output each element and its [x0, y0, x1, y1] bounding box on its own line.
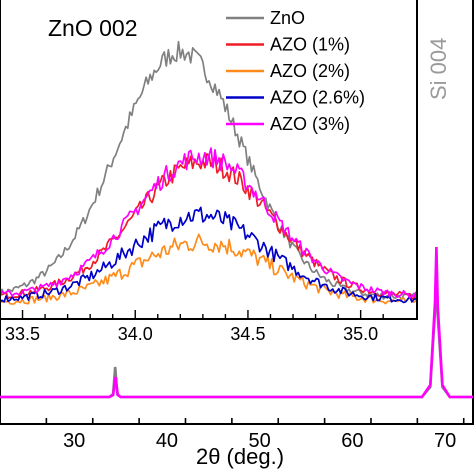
- inset-title: ZnO 002: [48, 15, 138, 41]
- inset-x-tick-label: 34.0: [118, 324, 153, 344]
- legend-label: AZO (1%): [270, 35, 350, 55]
- main-x-axis-label: 2θ (deg.): [196, 444, 284, 469]
- legend-item-azo-2-6: AZO (2.6%): [226, 88, 365, 108]
- inset-x-tick-label: 35.0: [343, 324, 378, 344]
- inset-series-azo-1: [0, 153, 417, 300]
- inset-series-azo-3: [0, 147, 417, 299]
- inset-series-azo-2: [0, 233, 417, 305]
- main-x-tick-label: 70: [434, 430, 456, 452]
- legend-item-zno: ZnO: [226, 8, 305, 28]
- inset-x-axis: 33.5 34.0 34.5 35.0: [5, 310, 384, 344]
- si-004-annotation: Si 004: [426, 38, 451, 100]
- main-x-tick-label: 30: [63, 430, 85, 452]
- legend-label: AZO (3%): [270, 114, 350, 134]
- main-plot-frame: [0, 0, 474, 425]
- legend-label: AZO (2.6%): [270, 88, 365, 108]
- main-x-tick-label: 40: [156, 430, 178, 452]
- main-x-tick-label: 50: [249, 430, 271, 452]
- inset-x-tick-label: 34.5: [230, 324, 265, 344]
- inset-series-group: [0, 40, 417, 305]
- legend-item-azo-1: AZO (1%): [226, 35, 350, 55]
- legend-label: ZnO: [270, 8, 305, 28]
- legend-item-azo-2: AZO (2%): [226, 61, 350, 81]
- legend: ZnO AZO (1%) AZO (2%) AZO (2.6%) AZO (3%): [226, 8, 365, 134]
- inset-x-tick-label: 33.5: [5, 324, 40, 344]
- main-series-group: [0, 246, 473, 399]
- main-series-azo-3: [0, 246, 473, 399]
- inset-plot-frame: [0, 0, 418, 320]
- inset-series-azo-2-6: [0, 206, 417, 304]
- main-x-axis: 30 40 50 60 70: [0, 418, 465, 452]
- legend-item-azo-3: AZO (3%): [226, 114, 350, 134]
- legend-label: AZO (2%): [270, 61, 350, 81]
- main-x-tick-label: 60: [341, 430, 363, 452]
